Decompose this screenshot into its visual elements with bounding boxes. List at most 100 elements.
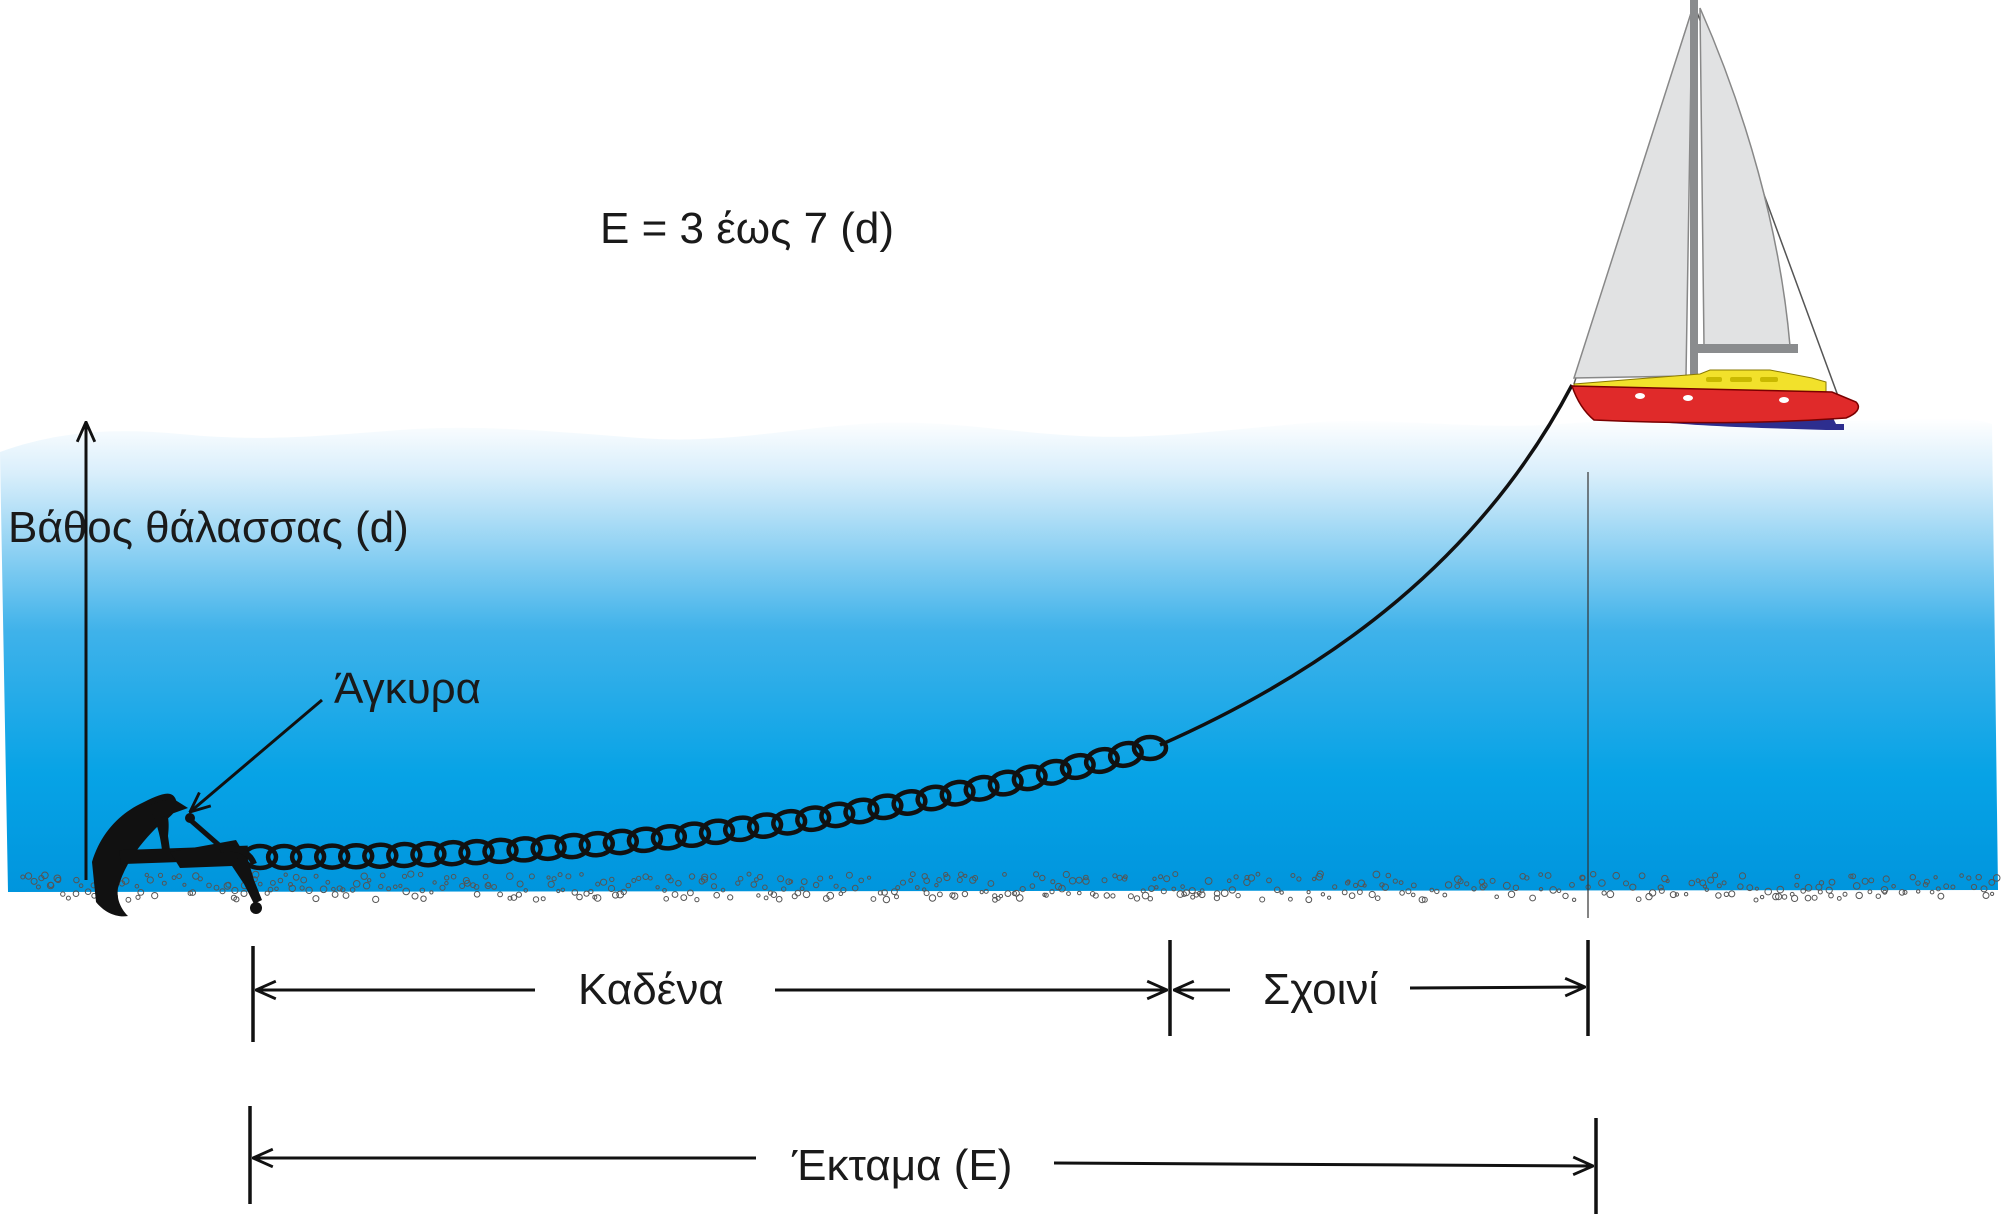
pebble xyxy=(1933,875,1938,880)
pebble xyxy=(675,879,682,887)
chain-link xyxy=(819,801,856,829)
pebble xyxy=(1058,884,1066,893)
pebble xyxy=(1002,872,1007,877)
pebble xyxy=(319,885,328,894)
pebble xyxy=(411,892,419,900)
pebble xyxy=(1033,871,1040,878)
pebble xyxy=(1562,892,1569,900)
sea xyxy=(0,417,1998,892)
pebble xyxy=(1489,877,1496,884)
pebble xyxy=(1764,887,1772,896)
pebble xyxy=(1544,872,1552,879)
pebble xyxy=(360,872,368,880)
pebble xyxy=(833,883,839,889)
chain-link xyxy=(963,774,1000,802)
pebble xyxy=(1163,875,1171,883)
pebble xyxy=(956,877,963,883)
pebble xyxy=(1990,891,1995,897)
pebble xyxy=(895,885,901,891)
pebble xyxy=(1039,874,1046,882)
pebble xyxy=(1418,896,1426,904)
pebble xyxy=(1148,885,1155,892)
pebble xyxy=(1279,890,1284,895)
pebble xyxy=(687,889,694,897)
pebble xyxy=(432,880,437,885)
pebble xyxy=(176,873,182,880)
pebble xyxy=(557,872,563,878)
pebble xyxy=(233,896,240,903)
pebble xyxy=(870,896,877,902)
pebble xyxy=(1529,894,1536,902)
pebble xyxy=(482,873,489,880)
pebble xyxy=(1320,892,1326,897)
pebble xyxy=(648,875,653,881)
pebble xyxy=(1791,894,1799,903)
pebble xyxy=(444,881,449,886)
chain-link xyxy=(578,830,616,858)
pebble xyxy=(1188,887,1196,895)
pebble xyxy=(817,875,824,882)
pebble xyxy=(47,881,55,889)
pebble xyxy=(1571,897,1577,902)
pebble xyxy=(72,890,80,898)
pebble xyxy=(1775,893,1783,901)
pebble xyxy=(609,876,615,883)
pebble xyxy=(372,895,380,904)
pebble xyxy=(407,870,415,878)
pebble xyxy=(1707,876,1715,884)
pebble xyxy=(257,881,263,887)
pebble xyxy=(1171,886,1177,892)
pebble xyxy=(1357,889,1363,895)
pebble xyxy=(616,890,625,899)
pebble xyxy=(1868,877,1875,884)
pebble xyxy=(523,888,529,893)
pebble xyxy=(213,884,220,891)
pebble xyxy=(340,887,346,893)
pebble xyxy=(1891,884,1896,889)
pebble xyxy=(1429,887,1435,893)
pebble xyxy=(1306,890,1311,895)
pebble xyxy=(987,880,995,887)
pebble xyxy=(1772,892,1780,901)
pebble xyxy=(491,884,498,890)
pebble xyxy=(1471,886,1477,892)
pebble xyxy=(1372,870,1381,879)
pebble xyxy=(528,873,535,880)
pebble xyxy=(710,873,717,880)
pebble xyxy=(983,888,989,894)
pebble xyxy=(225,881,232,888)
pebble xyxy=(1959,873,1964,878)
pebble xyxy=(470,882,477,889)
pebble xyxy=(532,896,540,903)
pebble xyxy=(588,888,594,895)
pebble xyxy=(1728,890,1736,898)
pebble xyxy=(785,878,793,886)
pebble xyxy=(867,875,872,880)
pebble xyxy=(231,886,239,895)
pebble xyxy=(65,895,71,901)
anchor-chain xyxy=(241,734,1169,871)
pebble xyxy=(484,882,492,890)
pebble xyxy=(473,884,480,890)
pebble xyxy=(1062,870,1070,879)
pebble xyxy=(144,872,150,878)
pebble xyxy=(1804,884,1813,892)
pebble xyxy=(1538,887,1544,892)
pebble xyxy=(1669,891,1677,899)
pebble xyxy=(958,871,964,878)
pebble xyxy=(595,881,601,887)
chain-link xyxy=(289,843,327,871)
pebble xyxy=(161,880,167,886)
pebble xyxy=(1590,871,1597,878)
chain-link xyxy=(602,828,640,856)
pebble xyxy=(60,891,66,897)
pebble xyxy=(192,872,200,880)
pebble xyxy=(631,878,637,883)
pebble xyxy=(1638,872,1646,880)
pebble xyxy=(1348,892,1356,900)
pebble xyxy=(1738,872,1747,880)
pebble xyxy=(680,894,688,901)
pebble xyxy=(1882,875,1890,883)
chain-link xyxy=(337,842,375,870)
pebble xyxy=(151,892,159,900)
